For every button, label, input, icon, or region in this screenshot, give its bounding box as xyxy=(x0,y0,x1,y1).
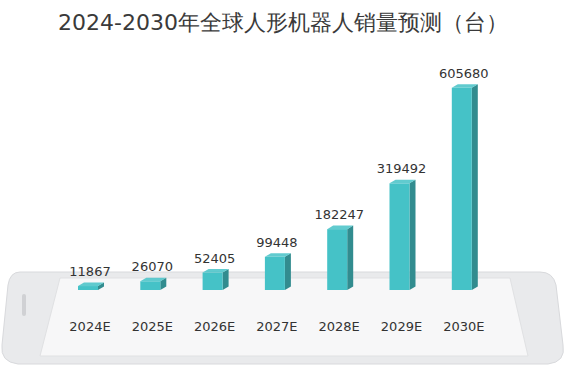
bar xyxy=(390,183,410,290)
category-label: 2029E xyxy=(381,319,422,334)
chart-container: 2024-2030年全球人形机器人销量预测（台） 11867 2024E 26070 2… xyxy=(0,0,566,376)
bar-top xyxy=(265,253,291,257)
chart-svg: 2024-2030年全球人形机器人销量预测（台） 11867 2024E 26070 2… xyxy=(0,0,566,376)
bar xyxy=(78,286,98,290)
bar xyxy=(265,257,285,290)
data-label: 319492 xyxy=(377,161,427,176)
bar-side xyxy=(223,269,229,290)
bar-top xyxy=(327,226,353,230)
bar xyxy=(203,273,223,290)
category-label: 2024E xyxy=(69,319,110,334)
bar-side xyxy=(285,253,291,290)
bar-top xyxy=(203,269,229,273)
bar xyxy=(452,88,472,290)
title: 2024-2030年全球人形机器人销量预测（台） xyxy=(58,10,508,35)
data-label: 99448 xyxy=(256,235,297,250)
category-label: 2026E xyxy=(194,319,235,334)
labels: 11867 2024E 26070 2025E 52405 2026E 99448 2027E… xyxy=(69,66,488,334)
data-label: 26070 xyxy=(132,259,173,274)
bars xyxy=(78,84,478,290)
category-label: 2027E xyxy=(256,319,297,334)
bar-top xyxy=(452,84,478,88)
bar xyxy=(140,281,160,290)
bar-top xyxy=(390,180,416,184)
category-label: 2025E xyxy=(132,319,173,334)
data-label: 11867 xyxy=(69,264,110,279)
bar xyxy=(327,229,347,290)
data-label: 52405 xyxy=(194,251,235,266)
bar-side xyxy=(472,84,478,290)
data-label: 605680 xyxy=(439,66,489,81)
bar-side xyxy=(347,226,353,290)
bar-side xyxy=(410,180,416,290)
category-label: 2030E xyxy=(443,319,484,334)
bar-top xyxy=(78,282,104,286)
category-label: 2028E xyxy=(319,319,360,334)
device-button xyxy=(22,294,26,316)
bar-top xyxy=(140,278,166,282)
data-label: 182247 xyxy=(314,207,364,222)
